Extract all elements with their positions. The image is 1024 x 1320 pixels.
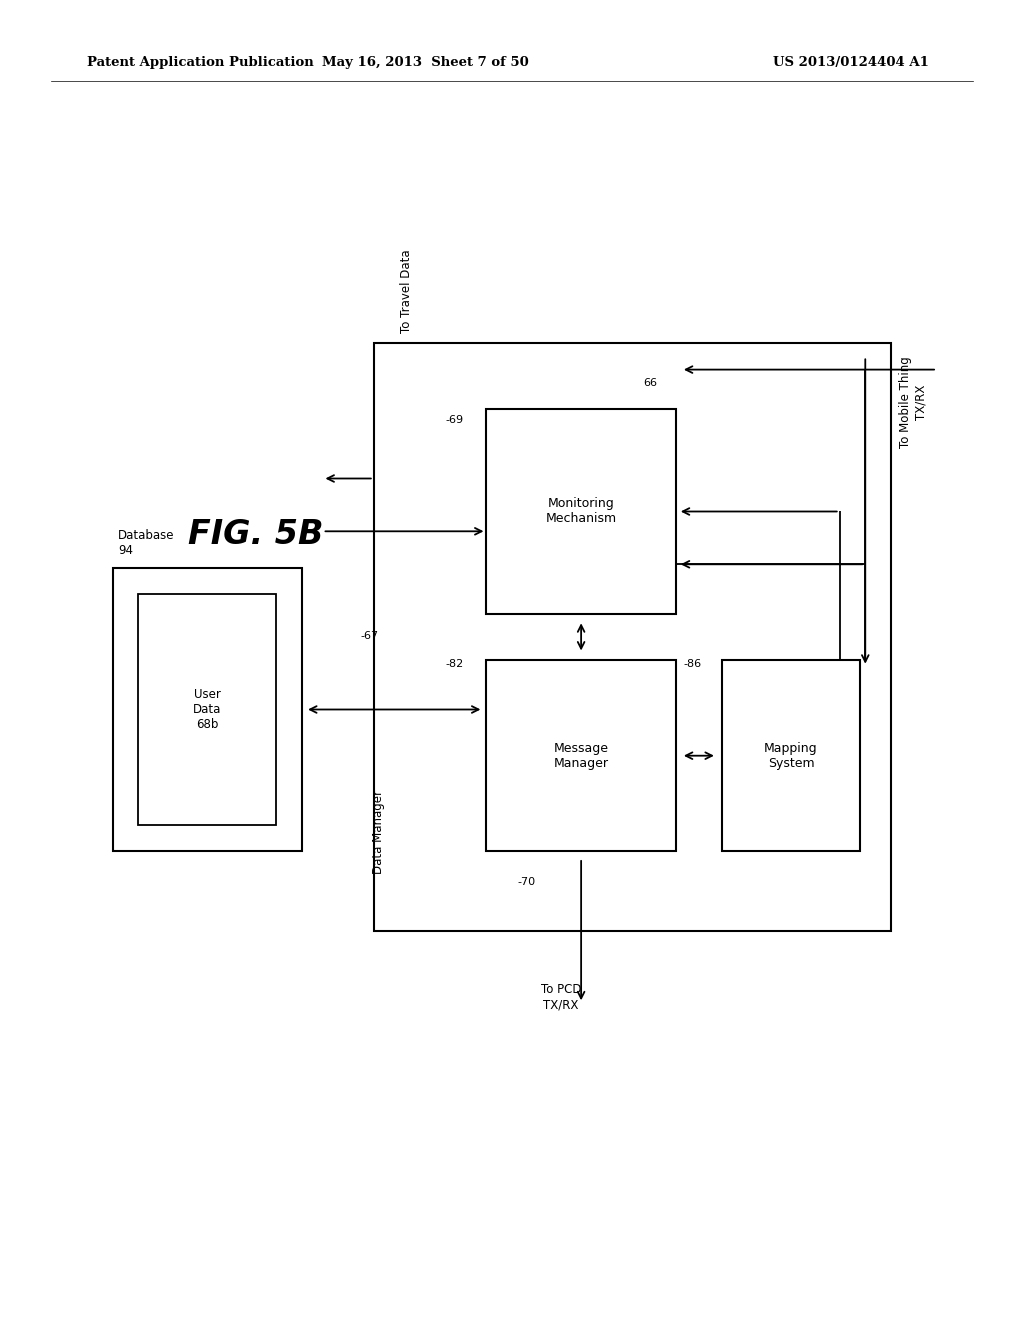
- Text: Database
94: Database 94: [118, 529, 174, 557]
- Bar: [722, 660, 860, 851]
- Text: -86: -86: [683, 659, 701, 669]
- Text: Message
Manager: Message Manager: [554, 742, 608, 770]
- Text: Mapping
System: Mapping System: [764, 742, 818, 770]
- Bar: [374, 343, 891, 931]
- Text: US 2013/0124404 A1: US 2013/0124404 A1: [773, 55, 929, 69]
- Text: To Travel Data: To Travel Data: [400, 249, 413, 333]
- Text: 66: 66: [643, 378, 657, 388]
- Text: To PCD
TX/RX: To PCD TX/RX: [541, 983, 582, 1011]
- Text: FIG. 5B: FIG. 5B: [188, 519, 324, 552]
- Text: -82: -82: [445, 659, 464, 669]
- Text: -70: -70: [517, 876, 536, 887]
- Text: To Mobile Thing
TX/RX: To Mobile Thing TX/RX: [899, 356, 927, 449]
- Text: Monitoring
Mechanism: Monitoring Mechanism: [546, 498, 616, 525]
- Bar: [138, 594, 276, 825]
- Text: -67: -67: [360, 631, 379, 642]
- Bar: [113, 568, 302, 851]
- Text: May 16, 2013  Sheet 7 of 50: May 16, 2013 Sheet 7 of 50: [322, 55, 528, 69]
- Bar: [486, 660, 676, 851]
- Text: Patent Application Publication: Patent Application Publication: [87, 55, 313, 69]
- Text: User
Data
68b: User Data 68b: [194, 688, 221, 731]
- Text: Data Manager: Data Manager: [373, 789, 385, 874]
- Text: -69: -69: [445, 414, 464, 425]
- Bar: [486, 409, 676, 614]
